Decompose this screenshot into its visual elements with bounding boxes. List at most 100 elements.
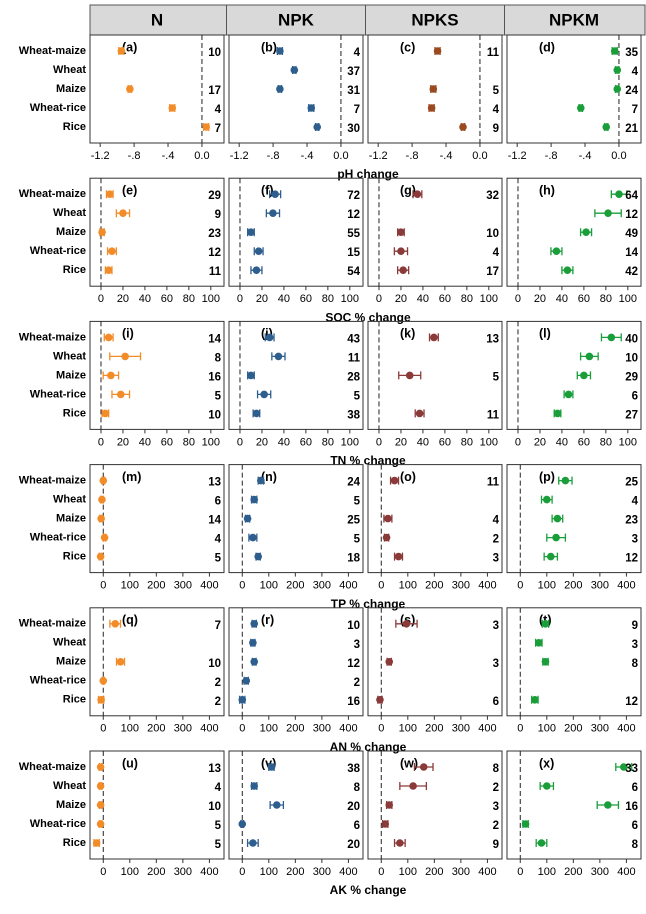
sample-count: 12 <box>625 553 638 565</box>
sample-count: 23 <box>625 515 638 527</box>
x-tick-label: 20 <box>117 436 129 448</box>
point <box>111 620 120 628</box>
x-tick-label: 400 <box>617 866 635 878</box>
panel-label: (m) <box>122 470 141 484</box>
category-label: Maize <box>56 83 86 95</box>
x-tick-label: 0 <box>378 723 384 735</box>
point <box>576 104 585 112</box>
sample-count: 55 <box>347 228 360 240</box>
sample-count: 11 <box>487 409 500 421</box>
x-tick-label: 100 <box>121 866 139 878</box>
sample-count: 38 <box>347 763 360 775</box>
sample-count: 29 <box>208 190 221 202</box>
x-tick-label: 400 <box>339 580 357 592</box>
x-tick-label: 60 <box>439 293 451 305</box>
point <box>99 476 108 485</box>
sample-count: 5 <box>215 820 222 832</box>
point <box>607 333 616 342</box>
point <box>553 409 562 418</box>
point <box>313 123 322 131</box>
point <box>121 352 129 361</box>
panel-frame <box>506 177 642 287</box>
point <box>250 658 259 666</box>
point <box>390 476 399 485</box>
point <box>271 190 279 198</box>
point <box>96 782 105 790</box>
header-bar <box>89 4 646 36</box>
point <box>541 658 550 666</box>
panel-frame <box>506 464 642 574</box>
sample-count: 5 <box>215 553 222 565</box>
panel-label: (c) <box>400 40 415 54</box>
sample-count: 3 <box>493 801 499 813</box>
x-tick-label: 200 <box>286 580 304 592</box>
point <box>116 390 125 399</box>
category-label: Rice <box>63 264 86 276</box>
x-tick-label: 100 <box>260 580 278 592</box>
category-label: Wheat-rice <box>30 675 86 687</box>
x-tick-label: 100 <box>260 723 278 735</box>
x-tick-label: 0.0 <box>194 150 209 162</box>
panel-frame <box>89 177 225 287</box>
sample-count: 4 <box>493 247 500 259</box>
sample-count: 27 <box>625 409 638 421</box>
x-tick-label: 100 <box>619 436 637 448</box>
x-tick-label: -.8 <box>406 150 419 162</box>
point <box>265 333 274 342</box>
point <box>252 266 261 275</box>
panel-frame <box>367 607 503 717</box>
category-label: Wheat <box>53 780 86 792</box>
point <box>100 533 109 542</box>
sample-count: 20 <box>347 839 360 851</box>
x-tick-label: 0 <box>98 293 104 305</box>
point <box>402 620 411 628</box>
x-tick-label: -.8 <box>267 150 280 162</box>
x-tick-label: 0 <box>378 866 384 878</box>
sample-count: 10 <box>625 352 638 364</box>
point <box>381 820 390 828</box>
point <box>98 495 106 504</box>
sample-count: 11 <box>209 266 222 278</box>
sample-count: 32 <box>486 190 499 202</box>
x-tick-label: 300 <box>174 866 192 878</box>
point <box>397 228 405 236</box>
sample-count: 4 <box>354 47 361 59</box>
point <box>384 514 392 523</box>
x-tick-label: 0 <box>239 723 245 735</box>
x-tick-label: 0 <box>100 866 106 878</box>
point <box>98 228 106 236</box>
column-header: NPKM <box>549 10 599 29</box>
x-tick-label: 200 <box>564 580 582 592</box>
sample-count: 25 <box>625 477 638 489</box>
x-tick-label: 100 <box>619 293 637 305</box>
sample-count: 16 <box>208 371 221 383</box>
sample-count: 8 <box>632 839 639 851</box>
point <box>119 209 127 217</box>
sample-count: 3 <box>493 658 499 670</box>
x-tick-label: 400 <box>200 866 218 878</box>
point <box>290 66 299 74</box>
sample-count: 10 <box>347 620 360 632</box>
x-tick-label: 200 <box>147 580 165 592</box>
x-tick-label: 100 <box>399 723 417 735</box>
sample-count: 2 <box>215 677 221 689</box>
x-tick-label: 0 <box>376 293 382 305</box>
x-tick-label: 0.0 <box>611 150 626 162</box>
point <box>307 104 316 112</box>
x-tick-label: 80 <box>600 293 612 305</box>
category-label: Wheat-rice <box>30 532 86 544</box>
point <box>267 763 276 771</box>
x-tick-label: 40 <box>278 436 290 448</box>
x-tick-label: 40 <box>556 293 568 305</box>
x-tick-label: 80 <box>322 293 334 305</box>
point <box>107 371 115 380</box>
x-tick-label: -.4 <box>301 150 314 162</box>
x-tick-label: 100 <box>202 293 220 305</box>
point <box>272 801 281 809</box>
sample-count: 15 <box>347 247 360 259</box>
x-tick-label: 20 <box>534 293 546 305</box>
point <box>202 123 210 131</box>
x-tick-label: 60 <box>161 436 173 448</box>
x-tick-label: 0 <box>517 866 523 878</box>
sample-count: 14 <box>208 333 221 345</box>
